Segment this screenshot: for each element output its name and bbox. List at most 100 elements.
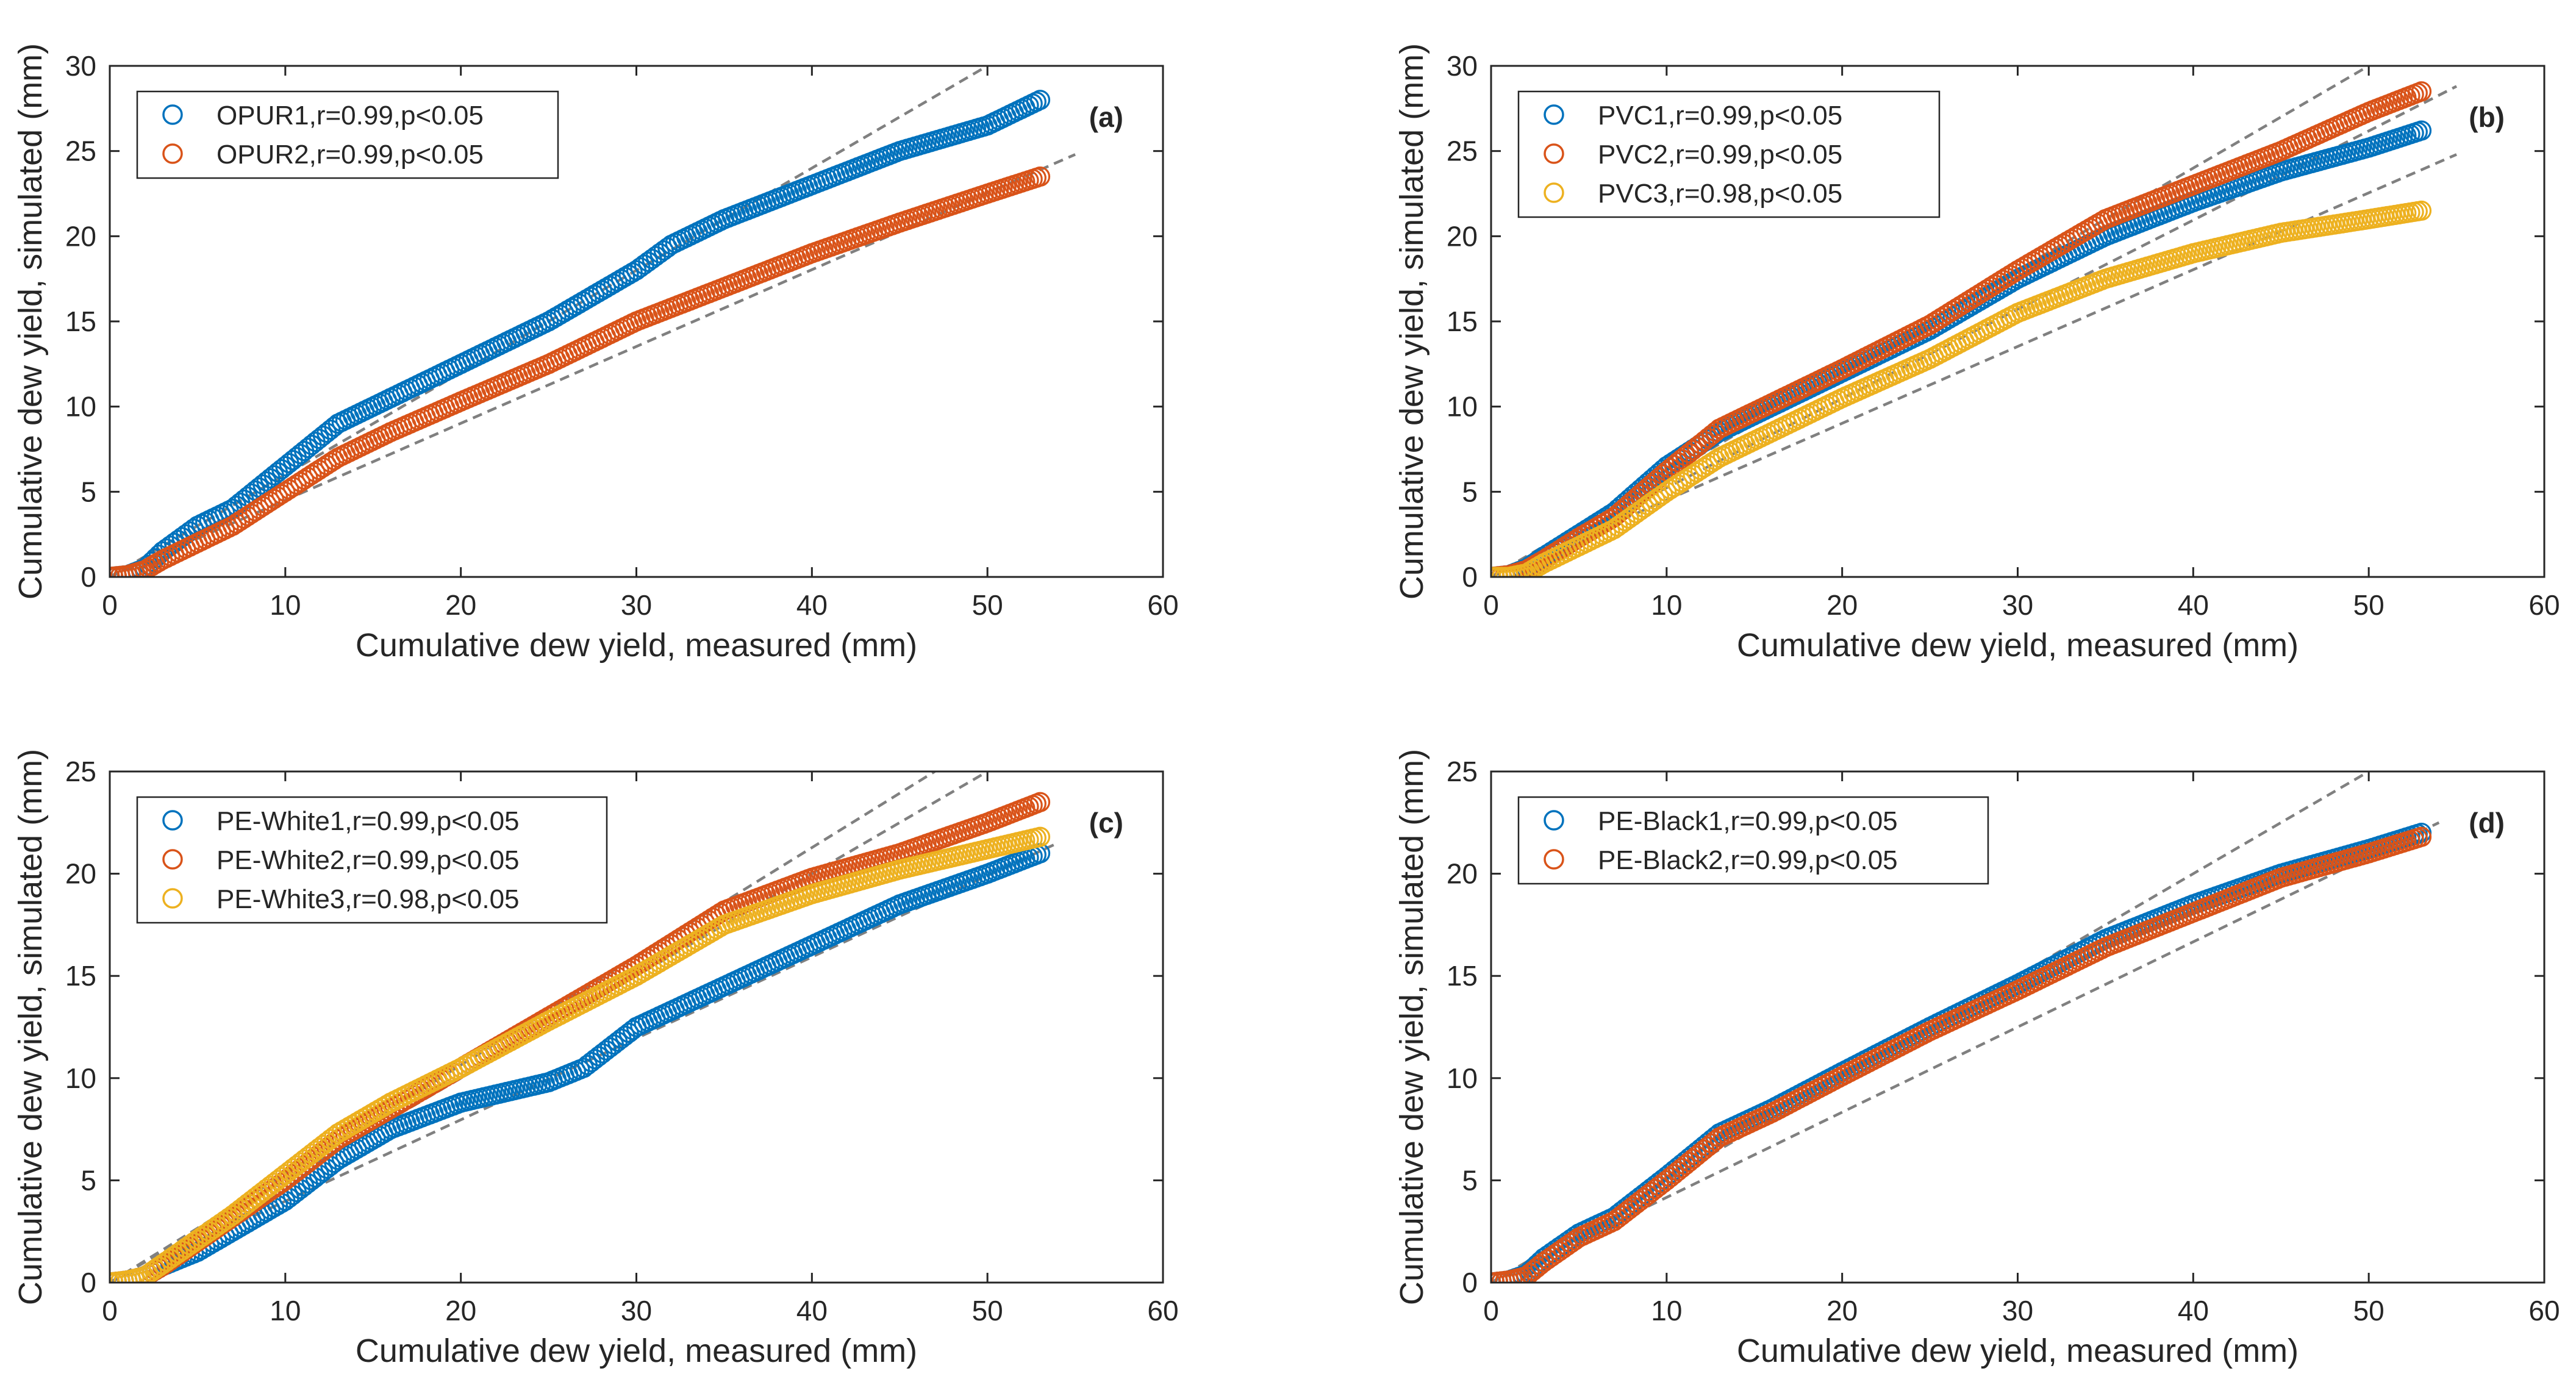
- x-tick-label: 40: [796, 589, 828, 621]
- y-tick-label: 10: [1447, 1062, 1478, 1094]
- data-point: [1029, 792, 1051, 812]
- y-tick-label: 10: [65, 1062, 96, 1094]
- legend-entry-label: PE-White3,r=0.98,p<0.05: [216, 884, 520, 914]
- x-axis-label: Cumulative dew yield, measured (mm): [1737, 627, 2299, 664]
- x-tick-label: 50: [2353, 589, 2385, 621]
- y-axis-label: Cumulative dew yield, simulated (mm): [12, 749, 49, 1305]
- chart-panel-3: 0 10 20 30 40 50 60 0 5 10 15 20 25 Cumulative dew yi…: [12, 749, 1179, 1369]
- chart-panel-4: 0 10 20 30 40 50 60 0 5 10 15 20 25 Cumulative dew yi…: [1394, 749, 2560, 1369]
- series-2-markers: [1491, 81, 2432, 577]
- panel-label: (d): [2469, 807, 2505, 839]
- x-tick-label: 10: [1651, 1295, 1682, 1326]
- y-tick-label: 30: [65, 50, 96, 82]
- y-tick-label: 20: [1447, 858, 1478, 890]
- panel-label: (a): [1089, 101, 1123, 133]
- legend-marker: [162, 849, 183, 870]
- legend-entry-label: PVC2,r=0.99,p<0.05: [1598, 140, 1842, 170]
- x-tick-label: 0: [102, 1295, 118, 1326]
- y-tick-label: 0: [80, 1267, 96, 1298]
- data-point: [2411, 120, 2432, 141]
- legend-box: [1517, 796, 1989, 885]
- data-point: [2411, 200, 2432, 221]
- x-tick-label: 30: [2002, 589, 2033, 621]
- y-tick-label: 15: [1447, 960, 1478, 992]
- x-tick-label: 10: [1651, 589, 1682, 621]
- y-tick-label: 25: [65, 756, 96, 787]
- legend-box: [136, 90, 559, 179]
- y-tick-label: 25: [65, 135, 96, 167]
- x-tick-label: 30: [621, 1295, 652, 1326]
- chart-panel-2: 0 10 20 30 40 50 60 0 5 10 15 20 25 30 Cumulative dew …: [1394, 43, 2560, 664]
- data-point: [1029, 826, 1051, 847]
- y-tick-label: 0: [1462, 561, 1478, 593]
- y-tick-label: 20: [65, 858, 96, 890]
- legend: PE-Black1,r=0.99,p<0.05 PE-Black2,r=0.99,…: [1517, 796, 1989, 885]
- legend-marker: [162, 104, 183, 125]
- y-tick-label: 5: [80, 476, 96, 507]
- y-tick-label: 15: [1447, 306, 1478, 337]
- y-tick-label: 10: [65, 391, 96, 423]
- legend-entry-label: PE-Black1,r=0.99,p<0.05: [1598, 806, 1898, 836]
- legend-marker: [162, 888, 183, 909]
- legend: PE-White1,r=0.99,p<0.05 PE-White2,r=0.99,…: [136, 796, 608, 924]
- x-tick-label: 20: [1826, 1295, 1858, 1326]
- data-point: [1701, 1133, 1722, 1154]
- x-tick-label: 0: [1483, 589, 1499, 621]
- legend-marker: [1544, 104, 1564, 125]
- x-tick-label: 20: [445, 1295, 476, 1326]
- panel-label: (c): [1089, 807, 1123, 839]
- y-axis-label: Cumulative dew yield, simulated (mm): [1394, 43, 1430, 600]
- x-tick-label: 40: [796, 1295, 828, 1326]
- x-tick-label: 60: [1147, 1295, 1178, 1326]
- x-tick-label: 10: [270, 589, 301, 621]
- legend-marker: [1544, 849, 1564, 870]
- legend-marker: [1544, 182, 1564, 203]
- legend-marker: [162, 143, 183, 164]
- y-tick-label: 20: [65, 220, 96, 252]
- y-tick-label: 5: [1462, 1164, 1478, 1196]
- data-point: [1029, 90, 1051, 110]
- legend-entry-label: PE-Black2,r=0.99,p<0.05: [1598, 845, 1898, 875]
- legend-entry-label: PE-White1,r=0.99,p<0.05: [216, 806, 520, 836]
- x-tick-label: 10: [270, 1295, 301, 1326]
- series-2-markers: [110, 166, 1051, 577]
- legend-entry-label: OPUR1,r=0.99,p<0.05: [216, 101, 484, 131]
- series-3-markers: [1491, 200, 2432, 577]
- x-tick-label: 50: [972, 1295, 1003, 1326]
- x-tick-label: 20: [1826, 589, 1858, 621]
- x-tick-label: 40: [2178, 1295, 2209, 1326]
- x-tick-label: 30: [621, 589, 652, 621]
- x-tick-label: 60: [1147, 589, 1178, 621]
- series-2-markers: [1491, 826, 2432, 1283]
- x-tick-label: 0: [1483, 1295, 1499, 1326]
- x-axis-label: Cumulative dew yield, measured (mm): [356, 627, 917, 664]
- legend-box: [1517, 90, 1941, 218]
- y-tick-label: 30: [1447, 50, 1478, 82]
- x-axis-label: Cumulative dew yield, measured (mm): [356, 1333, 917, 1369]
- y-tick-label: 25: [1447, 756, 1478, 787]
- y-tick-label: 0: [80, 561, 96, 593]
- panel-label: (b): [2469, 101, 2505, 133]
- data-point: [2411, 81, 2432, 102]
- y-tick-label: 25: [1447, 135, 1478, 167]
- data-point: [1029, 166, 1051, 187]
- legend-marker: [1544, 143, 1564, 164]
- y-axis-label: Cumulative dew yield, simulated (mm): [12, 43, 49, 600]
- x-tick-label: 30: [2002, 1295, 2033, 1326]
- x-axis-label: Cumulative dew yield, measured (mm): [1737, 1333, 2299, 1369]
- x-tick-label: 0: [102, 589, 118, 621]
- x-tick-label: 40: [2178, 589, 2209, 621]
- legend: OPUR1,r=0.99,p<0.05 OPUR2,r=0.99,p<0.05: [136, 90, 559, 179]
- x-tick-label: 60: [2528, 1295, 2560, 1326]
- y-tick-label: 10: [1447, 391, 1478, 423]
- x-tick-label: 20: [445, 589, 476, 621]
- y-tick-label: 20: [1447, 220, 1478, 252]
- chart-panel-1: 0 10 20 30 40 50 60 0 5 10 15 20 25 30 Cumulative dew …: [12, 43, 1179, 664]
- y-tick-label: 5: [1462, 476, 1478, 507]
- legend-marker: [162, 810, 183, 831]
- legend-marker: [1544, 810, 1564, 831]
- y-tick-label: 15: [65, 960, 96, 992]
- x-tick-label: 50: [972, 589, 1003, 621]
- x-tick-label: 60: [2528, 589, 2560, 621]
